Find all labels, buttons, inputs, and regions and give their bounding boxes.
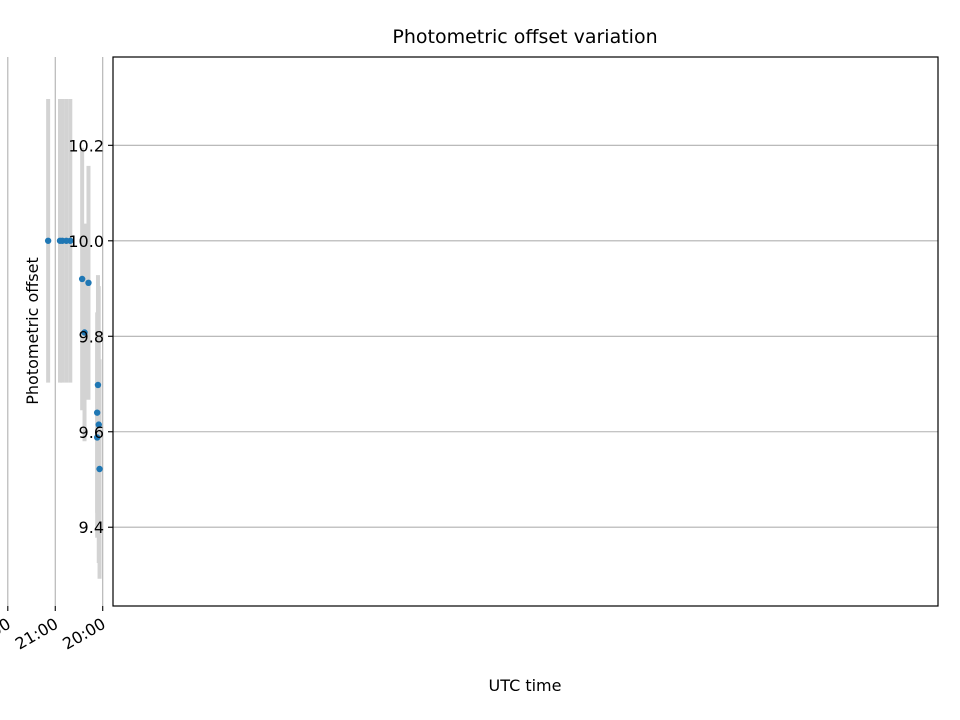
data-point xyxy=(44,237,52,244)
y-axis-label: Photometric offset xyxy=(23,257,42,405)
data-point xyxy=(94,381,102,389)
y-tick-label: 10.0 xyxy=(68,232,104,251)
data-point xyxy=(78,275,86,283)
data-point xyxy=(95,421,102,428)
data-point xyxy=(93,434,101,441)
plot-frame xyxy=(112,56,939,607)
x-tick-label: 20:00 xyxy=(59,614,108,654)
chart-title: Photometric offset variation xyxy=(392,26,657,48)
x-axis-label: UTC time xyxy=(489,676,562,695)
data-point xyxy=(96,465,103,473)
data-point xyxy=(93,409,101,416)
data-point xyxy=(85,279,92,287)
data-point xyxy=(56,237,64,244)
x-tick-label: 22:00 xyxy=(0,614,14,654)
y-tick-label: 9.8 xyxy=(79,327,104,346)
grid-lines xyxy=(7,57,938,606)
data-points xyxy=(44,237,103,473)
y-tick-label: 10.2 xyxy=(68,136,104,155)
y-tick-label: 9.4 xyxy=(79,518,104,537)
y-tick-label: 9.6 xyxy=(79,423,104,442)
x-tick-label: 21:00 xyxy=(12,614,61,654)
data-point xyxy=(81,329,88,336)
